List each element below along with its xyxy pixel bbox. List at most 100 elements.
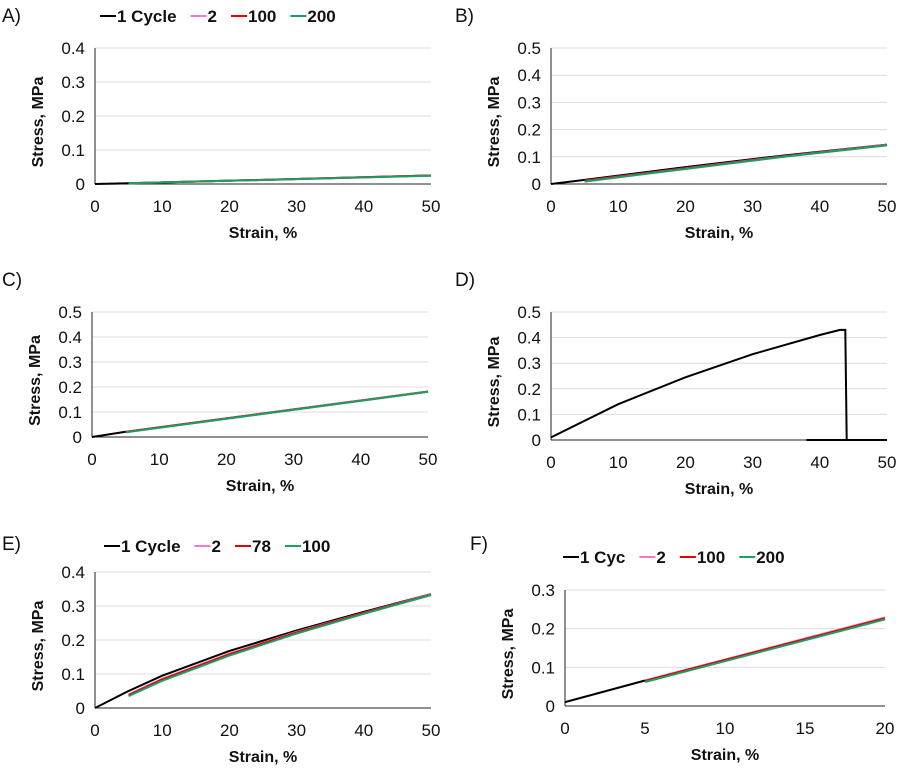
legend: 1 Cycle 2 100 200 bbox=[100, 7, 336, 26]
x-tick-label: 0 bbox=[90, 721, 99, 740]
y-tick-label: 0.4 bbox=[517, 329, 541, 348]
legend-label: 1 Cyc bbox=[580, 548, 625, 567]
legend-label: 2 bbox=[656, 548, 665, 567]
y-tick-label: 0.4 bbox=[58, 328, 82, 347]
x-axis-label: Strain, % bbox=[226, 478, 294, 495]
y-tick-label: 0.5 bbox=[517, 303, 541, 322]
legend: 1 Cyc 2 100 200 bbox=[563, 548, 785, 567]
series-line-1-cycle bbox=[94, 593, 432, 709]
y-tick-label: 0.5 bbox=[58, 303, 82, 322]
legend-label: 2 bbox=[208, 7, 217, 26]
x-tick-label: 0 bbox=[87, 450, 96, 469]
x-tick-label: 20 bbox=[217, 450, 236, 469]
y-tick-label: 0.4 bbox=[517, 66, 541, 85]
y-tick-label: 0.1 bbox=[531, 658, 555, 677]
series-line-1-cyc bbox=[564, 679, 646, 704]
series-line-100 bbox=[644, 617, 886, 682]
series-line-78 bbox=[128, 593, 432, 697]
panel-label: B) bbox=[455, 6, 474, 27]
x-tick-label: 40 bbox=[351, 450, 370, 469]
legend-label: 100 bbox=[302, 537, 330, 556]
series-line-1-cycle bbox=[550, 328, 887, 441]
chart-panel-f: F) 0 0.1 0.2 0.3 0 5 10 15 20 Strain, % Stress, MPa… bbox=[470, 534, 894, 764]
legend-label: 2 bbox=[212, 537, 221, 556]
series-line-200 bbox=[584, 144, 888, 183]
y-tick-label: 0.2 bbox=[61, 107, 85, 126]
panel-label: D) bbox=[455, 270, 475, 291]
legend-label: 100 bbox=[697, 548, 725, 567]
panel-label: A) bbox=[2, 6, 21, 27]
y-tick-label: 0.4 bbox=[61, 563, 85, 582]
y-tick-label: 0.1 bbox=[517, 148, 541, 167]
y-tick-label: 0.3 bbox=[517, 93, 541, 112]
x-tick-label: 10 bbox=[716, 719, 735, 738]
y-tick-label: 0.1 bbox=[58, 403, 82, 422]
x-tick-label: 0 bbox=[560, 719, 569, 738]
y-tick-label: 0 bbox=[76, 175, 85, 194]
x-tick-label: 30 bbox=[284, 450, 303, 469]
x-axis-label: Strain, % bbox=[229, 749, 297, 766]
y-tick-label: 0 bbox=[76, 699, 85, 718]
x-tick-label: 30 bbox=[743, 197, 762, 216]
y-tick-label: 0.5 bbox=[517, 39, 541, 58]
y-axis-label: Stress, MPa bbox=[30, 601, 47, 692]
x-tick-label: 10 bbox=[150, 450, 169, 469]
panel-label: E) bbox=[2, 534, 21, 555]
panel-label: F) bbox=[470, 534, 488, 555]
x-tick-label: 0 bbox=[546, 453, 555, 472]
y-tick-label: 0.2 bbox=[517, 121, 541, 140]
x-tick-label: 50 bbox=[878, 197, 897, 216]
x-tick-label: 50 bbox=[422, 197, 441, 216]
y-tick-label: 0 bbox=[532, 175, 541, 194]
panel-label: C) bbox=[2, 270, 22, 291]
y-axis-label: Stress, MPa bbox=[486, 337, 503, 428]
legend-label: 200 bbox=[756, 548, 784, 567]
x-tick-label: 50 bbox=[422, 721, 441, 740]
x-tick-label: 5 bbox=[640, 719, 649, 738]
x-tick-label: 40 bbox=[354, 721, 373, 740]
x-tick-label: 40 bbox=[354, 197, 373, 216]
x-tick-label: 15 bbox=[796, 719, 815, 738]
y-tick-label: 0.2 bbox=[61, 631, 85, 650]
chart-panel-b: B) 0 0.1 0.2 0.3 0.4 0.5 0 10 20 30 40 50 Strain, % St… bbox=[455, 6, 896, 242]
y-tick-label: 0.1 bbox=[61, 665, 85, 684]
y-tick-label: 0.1 bbox=[517, 405, 541, 424]
y-tick-label: 0.2 bbox=[531, 620, 555, 639]
y-tick-label: 0.3 bbox=[61, 597, 85, 616]
y-tick-label: 0.2 bbox=[517, 380, 541, 399]
x-tick-label: 0 bbox=[546, 197, 555, 216]
x-tick-label: 10 bbox=[609, 453, 628, 472]
chart-panel-d: D) 0 0.1 0.2 0.3 0.4 0.5 0 10 20 30 40 50 Strain, % St… bbox=[455, 270, 896, 498]
chart-panel-c: C) 0 0.1 0.2 0.3 0.4 0.5 0 10 20 30 40 50 Strain, % St… bbox=[2, 270, 437, 495]
x-tick-label: 0 bbox=[90, 197, 99, 216]
y-tick-label: 0.3 bbox=[58, 353, 82, 372]
y-tick-label: 0 bbox=[532, 431, 541, 450]
x-tick-label: 30 bbox=[287, 197, 306, 216]
y-tick-label: 0.2 bbox=[58, 378, 82, 397]
x-tick-label: 50 bbox=[878, 453, 897, 472]
y-tick-label: 0 bbox=[546, 697, 555, 716]
x-axis-label: Strain, % bbox=[229, 225, 297, 242]
series-line-2 bbox=[128, 593, 432, 696]
legend-label: 1 Cycle bbox=[121, 537, 181, 556]
series-line-100 bbox=[128, 594, 432, 698]
x-tick-label: 10 bbox=[153, 721, 172, 740]
y-axis-label: Stress, MPa bbox=[30, 77, 47, 168]
x-tick-label: 20 bbox=[220, 197, 239, 216]
y-axis-label: Stress, MPa bbox=[486, 77, 503, 168]
x-tick-label: 20 bbox=[676, 197, 695, 216]
y-axis-label: Stress, MPa bbox=[27, 335, 44, 426]
series-line-200 bbox=[128, 174, 432, 185]
x-axis-label: Strain, % bbox=[691, 747, 759, 764]
x-tick-label: 20 bbox=[676, 453, 695, 472]
x-tick-label: 10 bbox=[153, 197, 172, 216]
y-tick-label: 0.4 bbox=[61, 39, 85, 58]
y-tick-label: 0.3 bbox=[61, 73, 85, 92]
y-tick-label: 0.3 bbox=[531, 581, 555, 600]
y-axis-label: Stress, MPa bbox=[500, 609, 517, 700]
x-tick-label: 30 bbox=[743, 453, 762, 472]
x-tick-label: 50 bbox=[419, 450, 438, 469]
legend-label: 100 bbox=[248, 7, 276, 26]
y-tick-label: 0.3 bbox=[517, 354, 541, 373]
